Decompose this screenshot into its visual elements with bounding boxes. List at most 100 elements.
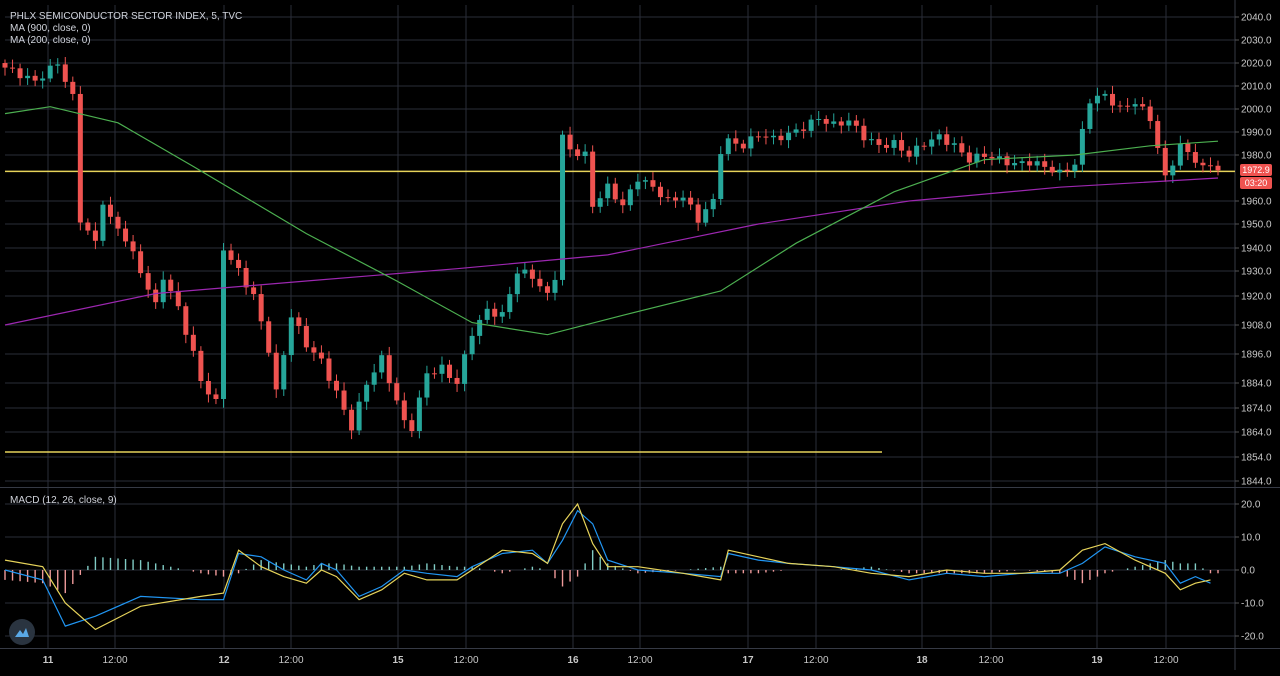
legend-ma200: MA (200, close, 0) [10,35,91,46]
candle-bull [560,134,566,280]
candle-bull [868,139,874,141]
candle-bull [770,135,776,138]
candle-bull [484,308,490,320]
price-tick-label: 1874.0 [1241,404,1272,415]
candle-bear [1155,121,1161,148]
candle-bear [921,145,927,147]
price-tick-label: 1960.0 [1241,197,1272,208]
candle-bear [838,121,844,126]
candle-bull [424,373,430,398]
candle-bear [1110,93,1116,106]
chart-title: PHLX SEMICONDUCTOR SECTOR INDEX, 5, TVC [10,11,243,22]
price-tick-label: 1844.0 [1241,477,1272,488]
legend-macd: MACD (12, 26, close, 9) [10,495,117,506]
ma200-line [4,106,1219,336]
macd-line [4,509,1211,627]
candle-bear [944,134,950,145]
candle-bull [1170,165,1176,176]
candle-bull [1079,128,1085,165]
candle-bull [552,279,558,293]
candle-bear [529,269,535,279]
candle-bull [522,269,528,274]
candle-bear [2,63,8,68]
candle-bear [1042,161,1048,167]
candle-bear [899,140,905,151]
macd-tick-label: 20.0 [1241,500,1261,511]
candle-bear [1207,165,1213,167]
candle-bear [130,241,136,252]
candle-bear [989,156,995,159]
countdown-badge: 03:20 [1240,177,1272,189]
candle-bear [311,347,317,353]
candle-bull [1057,169,1063,173]
candle-bear [107,204,113,217]
candle-bull [635,181,641,190]
candle-bull [40,78,46,81]
candle-bull [55,64,61,66]
candle-bear [1185,143,1191,153]
price-tick-label: 1884.0 [1241,379,1272,390]
tradingview-logo-icon[interactable] [9,619,35,645]
candle-bull [605,183,611,199]
candle-bear [492,308,498,317]
last-price-badge: 1972.9 [1240,164,1272,176]
candle-bear [243,267,249,288]
candle-bear [349,409,355,431]
price-tick-label: 2040.0 [1241,13,1272,24]
candle-bear [454,377,460,384]
candle-bull [597,198,603,207]
candle-bear [861,125,867,141]
candle-bear [115,216,121,229]
candle-bull [582,151,588,157]
candle-bear [740,143,746,149]
candle-bear [1147,106,1153,122]
candle-bear [251,287,257,295]
candle-bear [673,197,679,201]
candle-bear [205,381,211,395]
candle-bear [168,279,174,291]
time-tick-label: 11 [43,655,54,666]
candle-bear [236,259,242,268]
ma900-line [4,177,1219,326]
candle-bull [914,145,920,157]
candle-bear [334,380,340,391]
candle-bull [47,65,53,79]
candle-bull [1177,143,1183,166]
candle-bull [220,250,226,399]
candle-bear [1200,162,1206,166]
price-tick-label: 2010.0 [1241,82,1272,93]
time-tick-label: 18 [916,655,928,666]
candle-bull [100,204,106,241]
candle-bear [823,118,829,124]
candle-bear [138,251,144,274]
signal-line [4,502,1211,631]
candle-bear [266,321,272,353]
candle-bull [816,118,822,120]
candle-bull [997,156,1003,159]
time-tick-label: 19 [1091,655,1103,666]
candle-bull [477,319,483,336]
candle-bull [1012,163,1018,166]
price-tick-label: 1864.0 [1241,428,1272,439]
candle-bear [213,394,219,400]
candle-bear [966,152,972,163]
candle-bear [1004,156,1010,166]
candle-bear [755,136,761,138]
candle-bear [123,228,129,242]
candle-bear [190,334,196,351]
candle-bull [1094,95,1100,104]
candle-bear [853,120,859,126]
candle-bull [1102,93,1108,96]
candle-bull [469,335,475,355]
candle-bull [439,364,445,374]
price-tick-label: 1908.0 [1241,321,1272,332]
price-tick-label: 1920.0 [1241,292,1272,303]
candle-bear [394,383,400,401]
candle-bear [1140,104,1146,107]
candle-bull [891,140,897,148]
candle-bear [228,250,234,260]
legend-ma900: MA (900, close, 0) [10,23,91,34]
candle-bull [936,134,942,140]
candle-bull [371,372,377,385]
